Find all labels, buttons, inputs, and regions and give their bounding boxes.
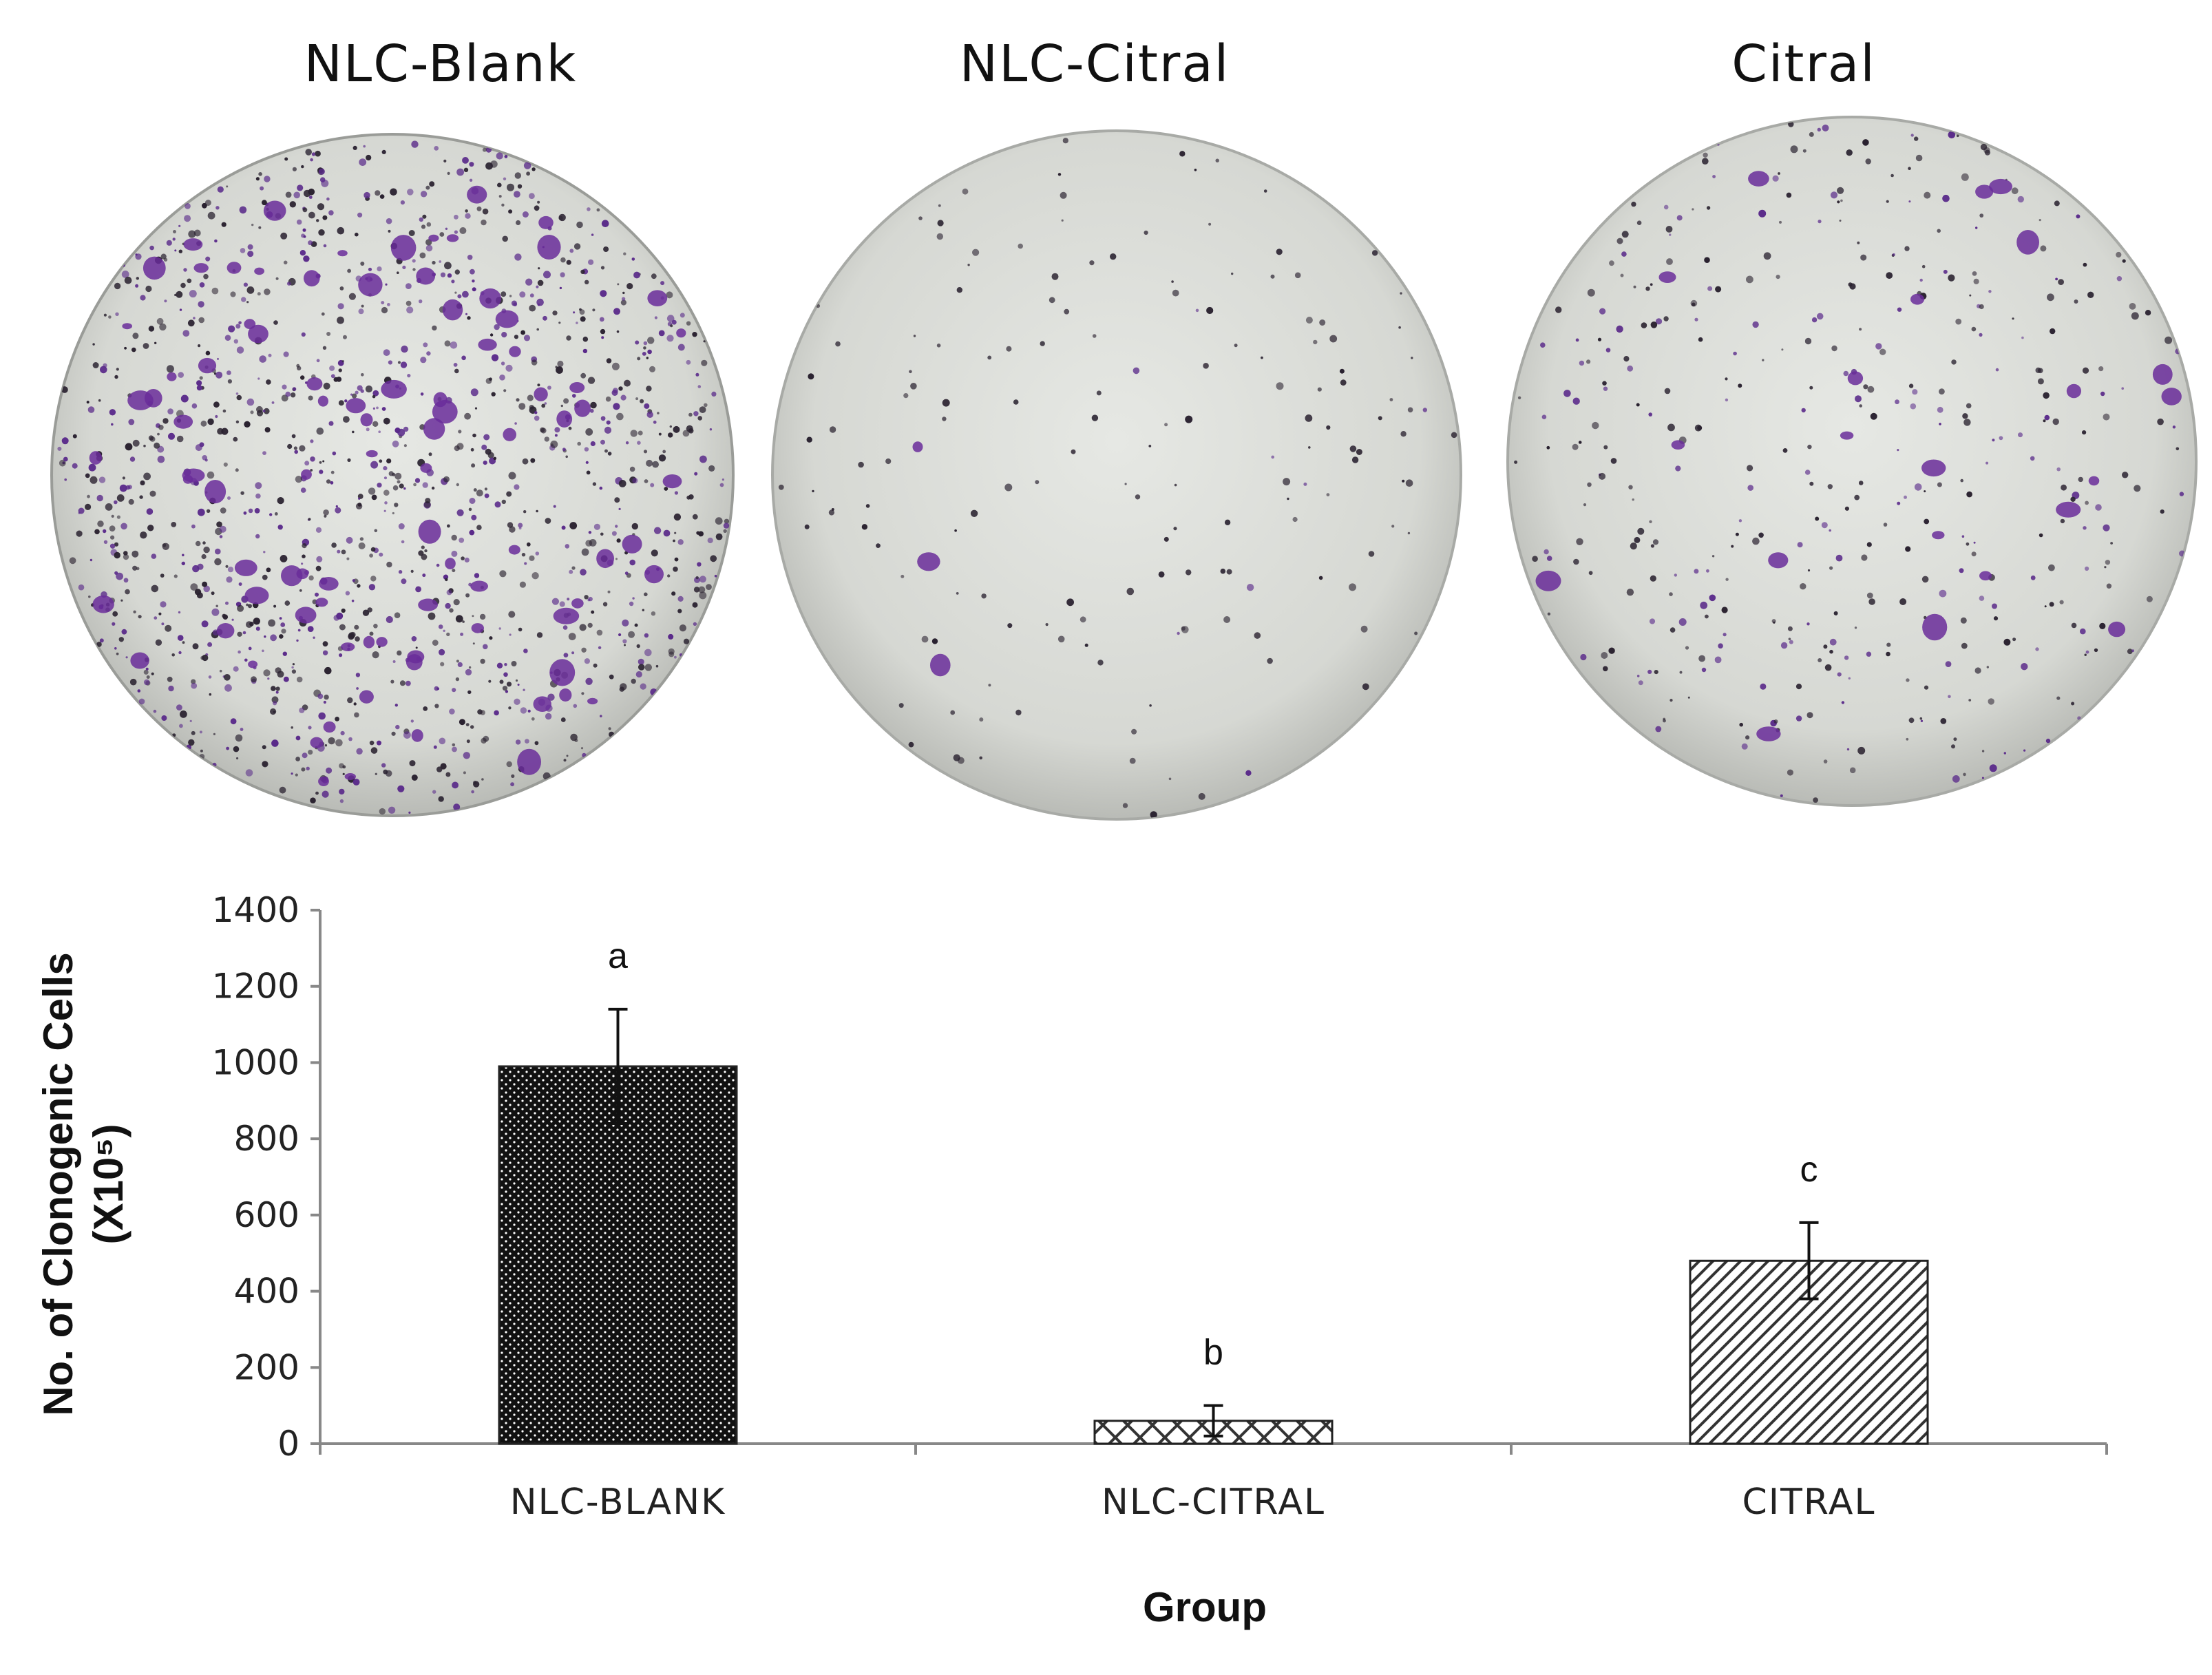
significance-letter: b	[1203, 1333, 1223, 1373]
y-axis-title-line1: No. of Clonogenic Cells	[35, 952, 81, 1415]
y-tick-label: 800	[234, 1119, 299, 1159]
plate-citral	[1506, 116, 2198, 807]
significance-letter: a	[608, 936, 628, 976]
y-tick-label: 1200	[212, 967, 299, 1007]
plate-title-nlc-citral: NLC-Citral	[959, 34, 1230, 94]
y-tick-label: 400	[234, 1272, 299, 1311]
x-axis-title: Group	[1143, 1584, 1267, 1630]
plate-nlc-blank	[50, 133, 735, 817]
x-category-label: NLC-CITRAL	[1102, 1482, 1325, 1523]
error-bar-citral	[1799, 1221, 1819, 1300]
x-category-label: NLC-BLANK	[510, 1482, 726, 1523]
plate-nlc-citral	[771, 129, 1462, 821]
y-tick-label: 200	[234, 1347, 299, 1387]
significance-letter: c	[1800, 1150, 1818, 1190]
bar-nlc-blank	[498, 1065, 738, 1445]
y-axis-title-line2: (X10⁵)	[85, 1124, 131, 1245]
error-bar-nlc-blank	[608, 1007, 628, 1125]
y-tick-label: 1400	[212, 890, 299, 930]
y-tick-label: 1000	[212, 1042, 299, 1082]
error-bar-nlc-citral	[1203, 1404, 1223, 1437]
plate-title-citral: Citral	[1731, 34, 1876, 94]
plate-images	[50, 116, 2198, 821]
x-category-label: CITRAL	[1742, 1482, 1876, 1523]
y-tick-label: 600	[234, 1195, 299, 1235]
plate-title-nlc-blank: NLC-Blank	[304, 34, 578, 94]
y-tick-label: 0	[277, 1424, 299, 1464]
bar-citral	[1689, 1259, 1929, 1445]
